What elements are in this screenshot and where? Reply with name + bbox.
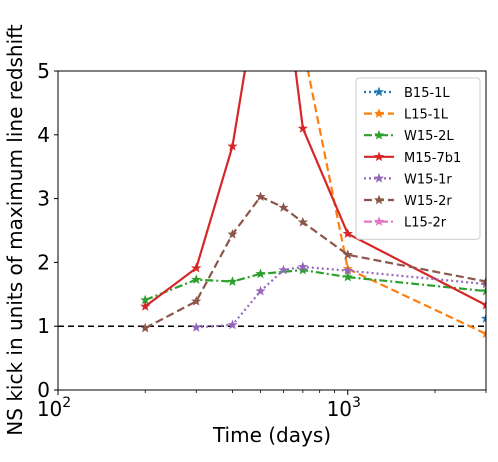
legend-label-W15-2r: W15-2r [404,194,452,209]
data-point-W15-2L-6 [480,285,486,296]
legend-marker-L15-1L [373,108,385,118]
legend-box [355,77,481,240]
series-B15-1L [480,313,486,323]
data-point-W15-1r-0 [191,322,202,332]
legend-marker-W15-2r [373,194,385,205]
y-axis-label: NS kick in units of maximum line redshif… [3,24,27,436]
data-point-B15-1L-0 [480,313,486,323]
x-tick-label-1000: 103 [327,395,361,421]
data-point-W15-2L-1 [191,274,202,284]
x-axis-label: Time (days) [212,423,331,447]
legend-label-B15-1L: B15-1L [404,86,450,101]
legend-marker-B15-1L [373,86,385,97]
data-point-W15-2L-3 [255,268,266,279]
y-tick-label-5: 5 [37,59,50,83]
data-point-W15-1r-3 [278,264,289,275]
series-layer [58,3,486,339]
data-point-M15-7b1-4 [283,3,292,11]
data-point-L15-1L-2 [480,328,486,339]
series-W15-2L [140,264,486,305]
data-point-M15-7b1-5 [297,123,308,133]
y-tick-label-3: 3 [37,187,50,211]
data-point-W15-2r-0 [140,322,151,333]
series-M15-7b1 [140,3,486,311]
data-point-W15-2L-5 [342,271,353,282]
data-point-W15-2r-4 [278,202,289,212]
y-tick-label-1: 1 [37,314,50,338]
legend-marker-L15-2r [373,216,385,226]
series-W15-1r [191,261,486,332]
legend-label-L15-1L: L15-1L [404,108,449,123]
legend-marker-W15-2L [373,129,385,140]
data-point-M15-7b1-2 [227,140,238,151]
y-tick-label-0: 0 [37,378,50,402]
data-point-W15-2r-7 [480,276,486,286]
data-point-W15-1r-1 [227,319,238,330]
data-point-W15-2L-2 [227,276,238,286]
series-line-W15-1r [196,265,486,329]
legend-label-M15-7b1: M15-7b1 [404,151,461,166]
data-point-W15-2r-1 [191,295,202,306]
plot-frame [57,70,487,391]
data-point-W15-2r-5 [297,216,308,227]
data-point-W15-2r-3 [255,191,266,202]
data-point-M15-7b1-1 [191,262,202,273]
data-point-W15-2r-2 [227,228,238,239]
data-point-M15-7b1-6 [342,228,353,239]
data-point-W15-2L-4 [297,264,308,275]
y-tick-label-4: 4 [37,123,50,147]
series-line-L15-1L [306,71,486,335]
series-line-M15-7b1 [144,71,486,308]
data-point-W15-1r-4 [297,261,308,272]
legend-label-L15-2r: L15-2r [404,216,447,231]
legend: B15-1L L15-1L W15-2L M15-7b1 W15-1r W15-2r L15… [355,77,481,240]
legend-marker-W15-1r [373,173,385,183]
data-point-W15-2r-6 [342,249,353,260]
legend-label-W15-2L: W15-2L [404,129,454,144]
data-point-M15-7b1-0 [140,301,151,311]
series-line-W15-2r [144,195,486,330]
series-W15-2r [140,191,486,333]
data-point-M15-7b1-3 [251,3,260,11]
data-point-L15-1L-0 [299,41,308,49]
data-point-M15-7b1-7 [480,299,486,310]
y-tick-label-2: 2 [37,250,50,274]
data-point-W15-1r-5 [342,265,353,276]
legend-marker-M15-7b1 [373,151,385,162]
data-point-W15-1r-2 [255,285,266,296]
legend-label-W15-1r: W15-1r [404,172,452,187]
x-tick-label-100: 102 [37,395,71,421]
